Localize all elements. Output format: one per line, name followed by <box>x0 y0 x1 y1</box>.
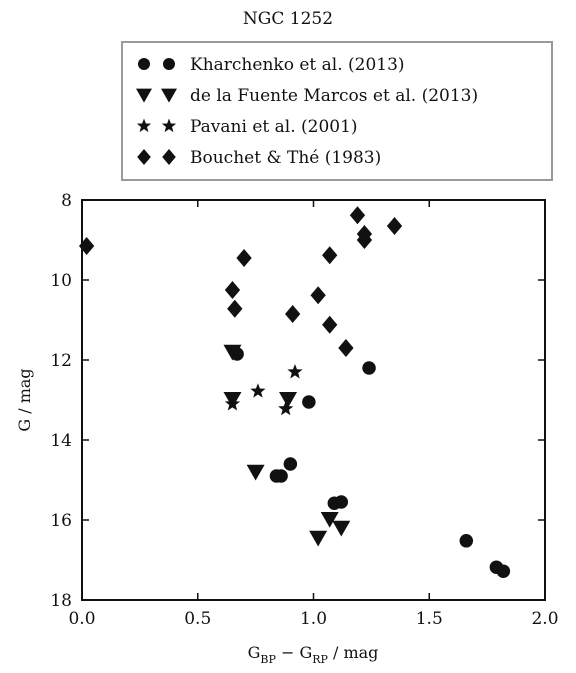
data-point-star <box>250 383 266 398</box>
data-point-triangle-down <box>320 512 339 528</box>
x-tick-label: 0.5 <box>184 609 211 629</box>
x-tick-label: 0.0 <box>68 609 95 629</box>
legend-marker-triangle-down <box>161 88 177 103</box>
data-point-diamond <box>310 286 326 305</box>
legend-marker-star <box>136 118 152 133</box>
legend-label: Bouchet & Thé (1983) <box>190 148 381 168</box>
y-tick-label: 8 <box>61 191 72 211</box>
data-point-diamond <box>227 299 243 318</box>
legend-marker-star <box>161 118 177 133</box>
y-tick-label: 18 <box>50 591 72 611</box>
data-point-star <box>287 364 303 379</box>
data-point-diamond <box>322 315 338 334</box>
chart-title: NGC 1252 <box>243 9 333 29</box>
data-point-circle <box>496 564 511 578</box>
x-tick-label: 1.5 <box>416 609 443 629</box>
data-point-triangle-down <box>223 344 242 361</box>
legend-marker-circle <box>138 58 150 70</box>
data-point-star <box>224 396 241 411</box>
data-point-circle <box>302 395 316 409</box>
x-axis-label: GBP − GRP / mag <box>248 643 379 666</box>
legend-marker-circle <box>163 58 175 70</box>
x-tick-label: 1.0 <box>300 609 327 629</box>
data-point-diamond <box>338 339 354 357</box>
legend-marker-diamond <box>137 149 151 165</box>
data-point-circle <box>362 361 376 375</box>
data-point-diamond <box>78 237 95 255</box>
series-star <box>224 364 303 416</box>
y-tick-label: 12 <box>50 351 72 371</box>
y-tick-label: 14 <box>50 431 72 451</box>
data-point-triangle-down <box>309 530 328 547</box>
data-point-diamond <box>356 231 373 249</box>
y-axis-label: G / mag <box>15 368 34 431</box>
series-circle <box>230 347 511 578</box>
legend-label: de la Fuente Marcos et al. (2013) <box>190 86 478 106</box>
legend-label: Pavani et al. (2001) <box>190 117 358 137</box>
legend: Kharchenko et al. (2013) de la Fuente Mar… <box>121 41 553 181</box>
y-tick-label: 16 <box>50 511 72 531</box>
data-point-diamond <box>386 217 403 235</box>
data-point-diamond <box>322 246 338 265</box>
legend-marker-triangle-down <box>136 88 152 103</box>
legend-label: Kharchenko et al. (2013) <box>190 55 405 75</box>
data-point-circle <box>334 495 349 509</box>
x-tick-label: 2.0 <box>531 609 558 629</box>
legend-marker-diamond <box>162 149 176 165</box>
legend-box <box>121 41 553 181</box>
data-point-triangle-down <box>279 392 298 408</box>
y-tick-label: 10 <box>50 271 72 291</box>
data-point-circle <box>274 469 288 483</box>
data-point-circle <box>283 457 298 471</box>
data-point-star <box>278 400 294 416</box>
data-point-diamond <box>349 206 366 225</box>
series-triangle-down <box>223 344 351 547</box>
data-point-diamond <box>285 305 301 323</box>
data-point-triangle-down <box>332 520 351 537</box>
series-diamond <box>78 206 403 357</box>
data-point-triangle-down <box>246 464 265 481</box>
data-point-diamond <box>224 281 241 299</box>
data-point-circle <box>459 534 474 548</box>
data-point-diamond <box>236 249 252 267</box>
